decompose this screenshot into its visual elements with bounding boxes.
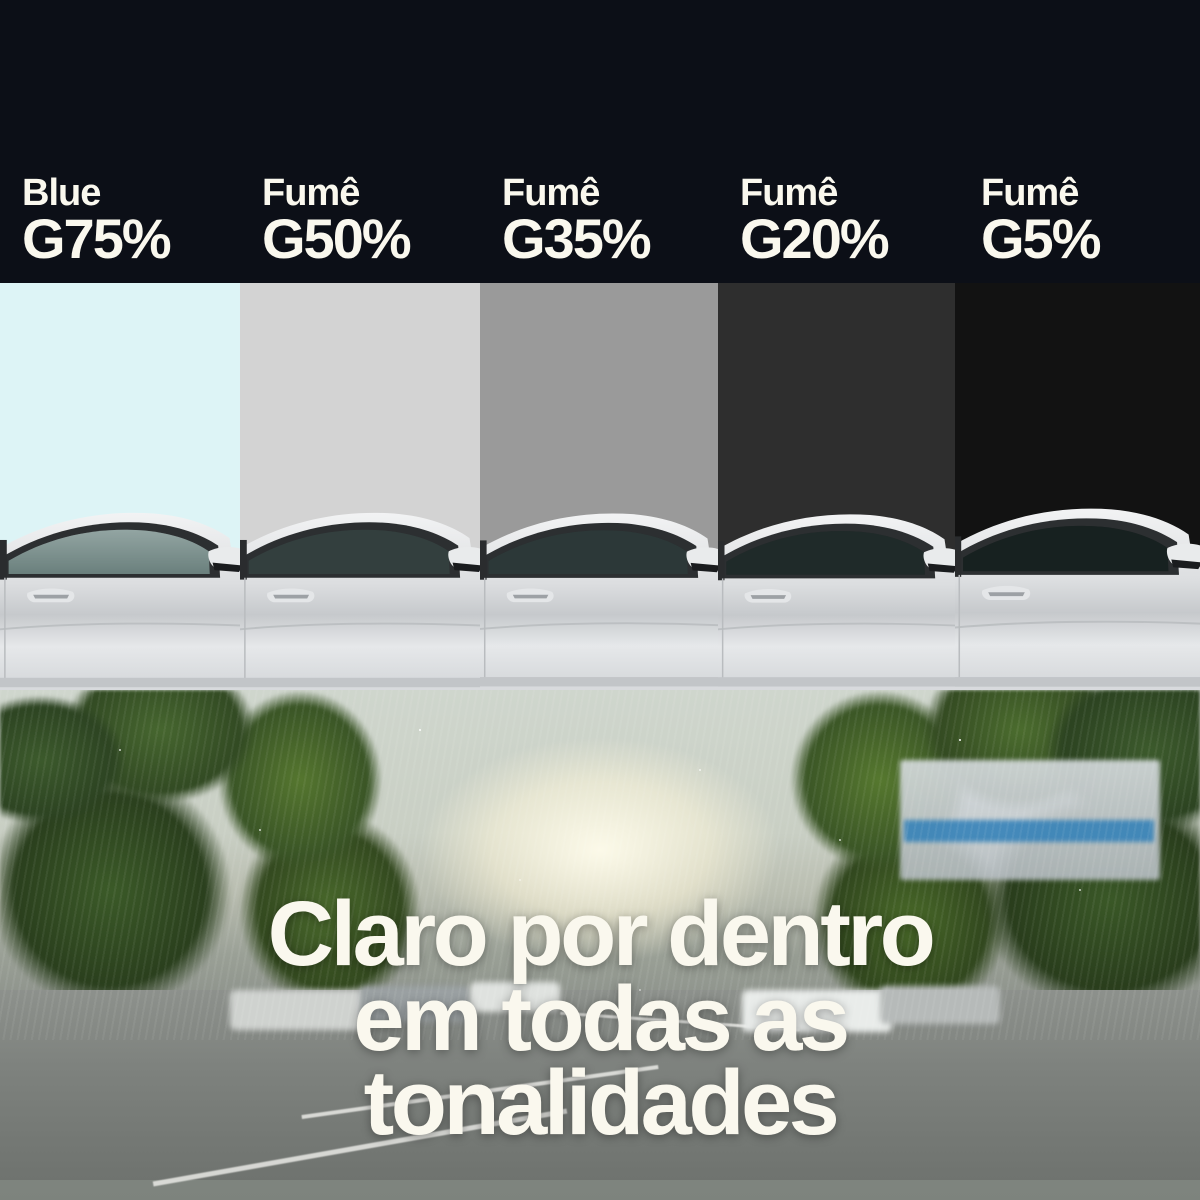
car-door-svg xyxy=(955,508,1200,690)
tint-brand-2: Fumê xyxy=(262,171,360,214)
tint-brand-1: Blue xyxy=(22,171,101,214)
tint-column-5[interactable] xyxy=(955,283,1200,690)
tint-comparison-strip xyxy=(0,283,1200,690)
window-tint xyxy=(726,531,925,576)
car-door-svg xyxy=(480,513,718,690)
tint-brand-4: Fumê xyxy=(740,171,838,214)
car-illustration-4 xyxy=(718,283,955,690)
windshield-specks xyxy=(0,690,1200,1050)
tint-label-fume-g50: Fumê G50% xyxy=(240,0,480,283)
car-illustration-5 xyxy=(955,283,1200,690)
tint-grade-4: G20% xyxy=(740,206,890,270)
window-tint xyxy=(488,530,688,575)
tint-column-2[interactable] xyxy=(240,283,480,690)
tint-label-blue-g75: Blue G75% xyxy=(0,0,240,283)
tint-labels-band: Blue G75% Fumê G50% Fumê G35% Fumê G20% xyxy=(0,0,1200,283)
tint-label-fume-g20: Fumê G20% xyxy=(718,0,955,283)
window-tint xyxy=(8,529,210,574)
car-door-svg xyxy=(0,512,240,690)
tint-grade-5: G5% xyxy=(981,206,1101,270)
tint-brand-5: Fumê xyxy=(981,171,1079,214)
window-tint xyxy=(248,529,450,574)
car-illustration-1 xyxy=(0,283,240,690)
car-illustration-3 xyxy=(480,283,718,690)
window-tint xyxy=(726,531,925,576)
window-tint xyxy=(963,525,1169,571)
headline-line-2: em todas as xyxy=(353,967,850,1070)
tint-column-1[interactable] xyxy=(0,283,240,690)
car-door-svg xyxy=(240,512,480,690)
window-tint xyxy=(963,525,1169,571)
tint-column-4[interactable] xyxy=(718,283,955,690)
headline: Claro por dentro em todas as tonalidades xyxy=(0,883,1200,1155)
driver-interior-photo xyxy=(0,690,1200,1200)
window-tint xyxy=(488,530,688,575)
headline-line-1: Claro por dentro xyxy=(267,883,936,985)
tint-column-3[interactable] xyxy=(480,283,718,690)
tint-grade-3: G35% xyxy=(502,206,652,270)
tint-label-fume-g35: Fumê G35% xyxy=(480,0,718,283)
car-door-svg xyxy=(718,514,955,690)
headline-line-3: tonalidades xyxy=(363,1052,840,1155)
tint-label-fume-g5: Fumê G5% xyxy=(955,0,1200,283)
car-illustration-2 xyxy=(240,283,480,690)
tint-grade-2: G50% xyxy=(262,206,412,270)
window-tint xyxy=(248,529,450,574)
tint-grade-1: G75% xyxy=(22,206,172,270)
tint-brand-3: Fumê xyxy=(502,171,600,214)
windshield-streaks xyxy=(0,690,1200,1040)
